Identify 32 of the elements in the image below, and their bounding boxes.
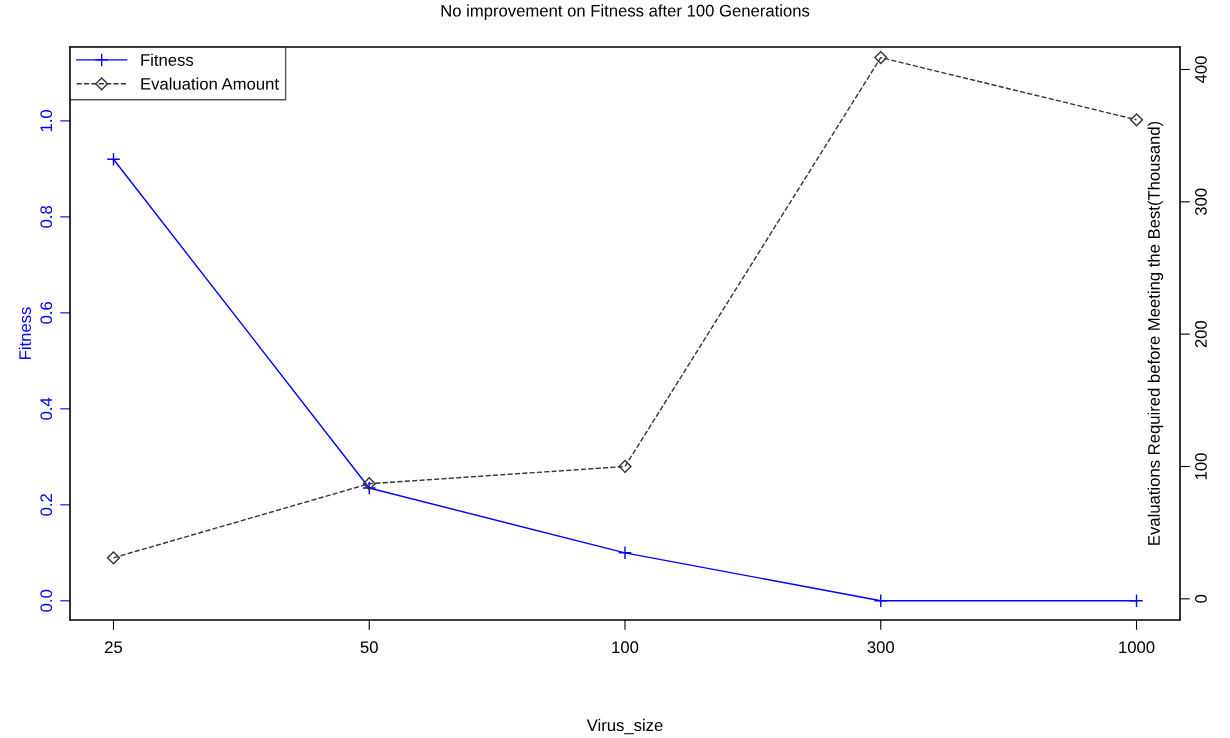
y-axis-title: Fitness xyxy=(18,307,32,359)
chart-title: No improvement on Fitness after 100 Generations xyxy=(441,4,810,20)
y-tick-label: 0.6 xyxy=(40,302,53,324)
point xyxy=(362,477,376,491)
y2-tick-label: 200 xyxy=(1195,320,1207,348)
x-tick-label: 50 xyxy=(360,641,378,654)
y-tick-label: 0.0 xyxy=(40,589,53,612)
x-axis-title: Virus_size xyxy=(586,718,663,735)
point xyxy=(618,545,632,560)
y2-axis-title: Evaluations Required before Meeting the Best(Thousand) xyxy=(1147,121,1164,545)
x-tick-label: 1000 xyxy=(1119,641,1155,654)
x-tick-label: 300 xyxy=(867,641,895,654)
x-tick-label: 25 xyxy=(105,641,123,654)
point xyxy=(362,481,377,495)
y2-tick-label: 0 xyxy=(1195,594,1207,603)
point xyxy=(873,593,888,608)
point xyxy=(1129,113,1144,127)
y-tick-label: 0.2 xyxy=(40,494,53,516)
legend-label: Fitness xyxy=(141,53,194,66)
y2-tick-label: 100 xyxy=(1195,453,1207,480)
y-tick-label: 0.8 xyxy=(40,206,53,228)
legend-label: Evaluation Amount xyxy=(141,77,279,90)
y2-tick-label: 300 xyxy=(1195,188,1207,216)
point xyxy=(106,152,121,167)
point xyxy=(874,50,888,65)
point xyxy=(106,551,121,565)
y-tick-label: 1.0 xyxy=(40,109,53,132)
y-tick-label: 0.4 xyxy=(40,397,53,420)
y2-tick-label: 400 xyxy=(1195,56,1207,84)
point xyxy=(618,459,632,474)
x-tick-label: 100 xyxy=(612,641,639,654)
point xyxy=(1129,593,1144,608)
